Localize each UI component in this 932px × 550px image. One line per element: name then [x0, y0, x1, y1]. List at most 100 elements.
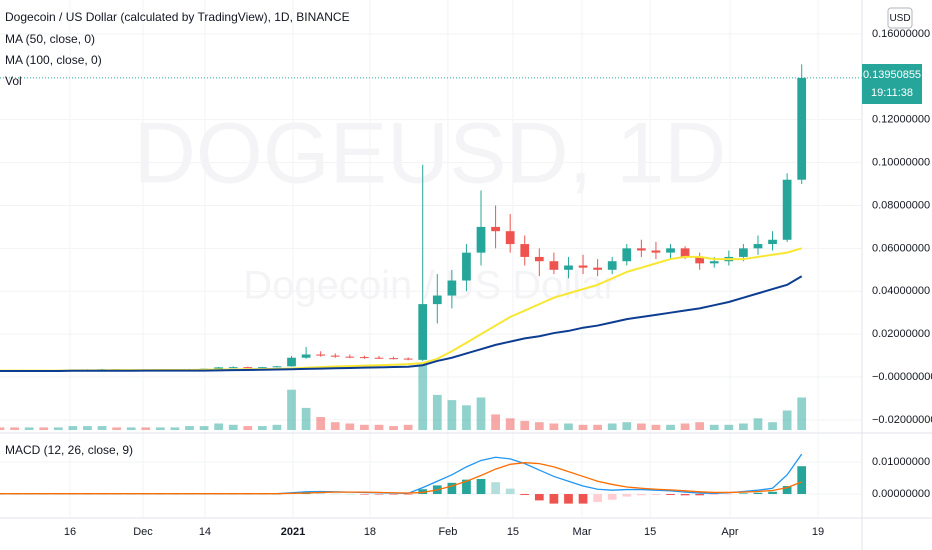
volume-bar: [520, 420, 530, 430]
volume-bar: [462, 405, 471, 430]
candle-body: [316, 354, 326, 356]
candle-body: [622, 248, 632, 262]
macd-histogram-bar: [709, 494, 719, 495]
volume-bar: [549, 423, 559, 430]
volume-bar: [214, 423, 224, 430]
macd-histogram-bar: [403, 494, 413, 495]
candle-body: [753, 244, 763, 249]
legend-entry: MA (50, close, 0): [5, 32, 95, 46]
y-tick-label: 0.01000000: [872, 456, 930, 468]
candle-body: [491, 226, 500, 232]
legend-entry: MA (100, close, 0): [5, 53, 102, 67]
volume-bar: [97, 426, 107, 430]
volume-bar: [112, 427, 121, 430]
candle-body: [345, 356, 355, 358]
macd-histogram-bar: [768, 491, 777, 495]
volume-bar: [418, 365, 428, 430]
macd-histogram-bar: [389, 494, 398, 495]
candle-body: [418, 304, 428, 360]
volume-bar: [243, 426, 253, 430]
y-tick-label: 0.16000000: [872, 28, 930, 40]
candle-body: [666, 248, 675, 253]
candle-body: [695, 256, 705, 264]
volume-bar: [797, 397, 807, 430]
candle-body: [228, 367, 238, 369]
volume-bar: [447, 400, 457, 430]
candle-body: [447, 280, 457, 296]
macd-histogram-bar: [549, 494, 559, 504]
volume-bar: [345, 423, 355, 430]
candle-body: [360, 357, 369, 359]
volume-bar: [287, 389, 296, 430]
macd-histogram-bar: [476, 479, 486, 495]
x-tick-label: Dec: [133, 526, 153, 538]
volume-bar: [768, 422, 777, 430]
volume-bar: [185, 426, 194, 430]
macd-histogram-bar: [520, 494, 530, 495]
volume-bar: [228, 424, 238, 430]
candle-body: [739, 248, 748, 257]
macd-histogram-bar: [360, 494, 369, 495]
volume-bar: [739, 423, 748, 430]
currency-label[interactable]: USD: [889, 13, 910, 24]
macd-histogram-bar: [447, 482, 457, 495]
macd-histogram-bar: [695, 494, 705, 496]
volume-bar: [607, 423, 617, 430]
x-tick-label: 16: [64, 526, 76, 538]
volume-bar: [374, 424, 384, 430]
candle-body: [709, 261, 719, 264]
candle-body: [243, 367, 253, 369]
candle-body: [578, 265, 588, 268]
x-tick-label: Feb: [438, 526, 457, 538]
x-tick-label: Mar: [573, 526, 592, 538]
macd-histogram-bar: [316, 493, 326, 495]
volume-bar: [564, 423, 573, 430]
macd-histogram-bar: [739, 493, 748, 495]
macd-histogram-bar: [374, 494, 384, 495]
ma-line: [0, 275, 803, 373]
candle-body: [301, 354, 311, 358]
macd-histogram-bar: [622, 494, 632, 497]
y-tick-label: 0.00000000: [872, 488, 930, 500]
candle-body: [330, 355, 340, 357]
macd-histogram-bar: [564, 494, 573, 504]
volume-bar: [389, 426, 398, 430]
volume-bar: [53, 427, 63, 430]
currency-button[interactable]: [887, 7, 913, 29]
candle-body: [476, 226, 486, 253]
macd-histogram-bar: [345, 494, 355, 495]
axes: 0.16000000 0.12000000 0.10000000 0.08000000…: [64, 28, 932, 538]
price-tag-box: [862, 64, 922, 104]
macd-histogram-bar: [578, 494, 588, 504]
volume-bar: [534, 422, 544, 430]
volume-bar: [651, 424, 661, 430]
candle-body: [403, 358, 413, 360]
macd-histogram-bar: [491, 482, 500, 495]
macd-histogram-bar: [651, 494, 661, 495]
volume-bar: [476, 397, 486, 430]
macd-histogram-bar: [534, 494, 544, 501]
x-tick-label: 15: [644, 526, 656, 538]
volume-bar: [636, 423, 646, 430]
candle-body: [374, 357, 384, 359]
volume-bar: [578, 424, 588, 430]
candle-body: [782, 179, 792, 240]
volume-bar: [126, 427, 136, 430]
candle-body: [651, 250, 661, 253]
chart-title: Dogecoin / US Dollar (calculated by Trad…: [5, 10, 350, 24]
macd-histogram-bar: [782, 486, 792, 495]
macd-histogram-bar: [666, 494, 675, 495]
volume-bar: [258, 426, 267, 430]
volume-bar: [782, 410, 792, 430]
y-tick-label: 0.06000000: [872, 242, 930, 254]
candle-body: [287, 357, 296, 367]
volume-bar: [316, 417, 326, 430]
volume-bar: [24, 427, 34, 430]
y-tick-label: 0.08000000: [872, 199, 930, 211]
x-tick-label: 2021: [281, 526, 305, 538]
candle-body: [214, 367, 224, 369]
volume-bar: [272, 424, 282, 430]
volume-bar: [724, 424, 734, 430]
volume-bar: [39, 427, 49, 430]
volume-bar: [10, 427, 19, 430]
